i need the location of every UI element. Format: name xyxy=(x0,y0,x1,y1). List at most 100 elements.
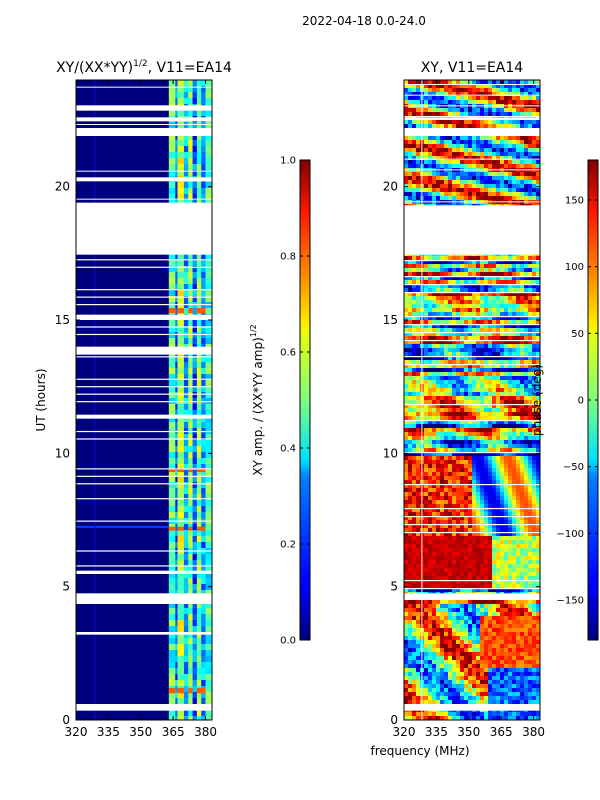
phase-cell xyxy=(444,332,449,337)
phase-cell xyxy=(516,396,521,401)
phase-cell xyxy=(536,388,540,393)
amplitude-band-cell xyxy=(177,662,185,669)
phase-cell xyxy=(464,308,469,313)
phase-cell xyxy=(536,292,540,297)
phase-cell xyxy=(536,340,540,345)
phase-cell xyxy=(444,316,449,321)
amplitude-band-cell xyxy=(188,278,194,285)
phase-cell xyxy=(520,396,525,401)
amplitude-band-cell xyxy=(196,536,202,543)
amplitude-band-cell xyxy=(192,710,198,717)
amplitude-band-cell xyxy=(177,440,185,447)
phase-cell xyxy=(456,428,461,433)
amplitude-band-cell xyxy=(168,494,176,501)
phase-cell xyxy=(404,264,409,269)
amplitude-band-cell xyxy=(175,680,178,687)
phase-cell xyxy=(492,324,497,329)
phase-cell xyxy=(416,432,421,437)
phase-cell xyxy=(456,472,461,477)
phase-cell xyxy=(436,320,441,325)
phase-cell xyxy=(508,152,513,157)
phase-cell xyxy=(524,360,529,365)
amplitude-band-cell xyxy=(201,170,207,177)
amplitude-band-cell xyxy=(183,572,189,579)
phase-cell xyxy=(492,180,497,185)
phase-cell xyxy=(528,324,533,329)
phase-cell xyxy=(472,80,477,85)
phase-cell xyxy=(404,308,409,313)
amplitude-band-cell xyxy=(201,458,207,465)
phase-cell xyxy=(412,312,417,317)
phase-cell xyxy=(404,332,409,337)
phase-cell xyxy=(404,124,409,129)
amplitude-gap-line xyxy=(76,386,212,388)
phase-cell xyxy=(456,464,461,469)
phase-cell xyxy=(508,136,513,141)
phase-cell xyxy=(532,520,537,525)
phase-cell xyxy=(496,360,501,365)
phase-cell xyxy=(520,308,525,313)
phase-cell xyxy=(424,432,429,437)
amplitude-band-cell xyxy=(183,392,189,399)
phase-cell xyxy=(512,536,517,541)
phase-cell xyxy=(448,288,453,293)
phase-cell xyxy=(492,484,497,489)
phase-cell xyxy=(424,404,429,409)
phase-cell xyxy=(476,108,481,113)
amplitude-band-cell xyxy=(192,614,198,621)
phase-cell xyxy=(448,164,453,169)
phase-cell xyxy=(488,532,493,537)
phase-cell xyxy=(416,344,421,349)
phase-cell xyxy=(480,92,485,97)
phase-cell xyxy=(424,464,429,469)
phase-cell xyxy=(480,280,485,285)
phase-cell xyxy=(424,496,429,501)
phase-cell xyxy=(404,288,409,293)
phase-cell xyxy=(516,88,521,93)
phase-cell xyxy=(412,292,417,297)
phase-cell xyxy=(464,408,469,413)
amplitude-band-cell xyxy=(201,368,207,375)
amplitude-band-cell xyxy=(196,440,202,447)
phase-cell xyxy=(480,472,485,477)
phase-cell xyxy=(516,280,521,285)
phase-cell xyxy=(500,476,505,481)
phase-cell xyxy=(528,472,533,477)
phase-cell xyxy=(492,520,497,525)
phase-cell xyxy=(412,520,417,525)
phase-cell xyxy=(428,136,433,141)
phase-cell xyxy=(416,536,421,541)
phase-cell xyxy=(456,532,461,537)
amplitude-band-cell xyxy=(192,608,198,615)
phase-cell xyxy=(436,352,441,357)
phase-cell xyxy=(464,144,469,149)
phase-cell xyxy=(484,276,489,281)
amplitude-band-cell xyxy=(183,140,189,147)
phase-cell xyxy=(448,184,453,189)
phase-cell xyxy=(472,420,477,425)
phase-cell xyxy=(404,316,409,321)
phase-cell xyxy=(404,384,409,389)
phase-cell xyxy=(508,516,513,521)
phase-cell xyxy=(520,292,525,297)
phase-cell xyxy=(468,292,473,297)
amplitude-band-cell xyxy=(175,272,178,279)
phase-cell xyxy=(428,392,433,397)
phase-cell xyxy=(408,528,413,533)
phase-cell xyxy=(428,340,433,345)
phase-cell xyxy=(488,412,493,417)
phase-cell xyxy=(440,152,445,157)
phase-cell xyxy=(416,188,421,193)
phase-cell xyxy=(488,144,493,149)
phase-cell xyxy=(496,272,501,277)
phase-cell xyxy=(408,296,413,301)
amplitude-band-cell xyxy=(192,338,198,345)
amplitude-band-cell xyxy=(205,152,212,159)
phase-cell xyxy=(496,172,501,177)
amplitude-band-cell xyxy=(183,482,189,489)
amplitude-band-cell xyxy=(168,434,176,441)
amplitude-band-cell xyxy=(175,674,178,681)
amplitude-band-cell xyxy=(188,98,194,105)
amplitude-band-cell xyxy=(177,110,185,117)
phase-cell xyxy=(488,340,493,345)
